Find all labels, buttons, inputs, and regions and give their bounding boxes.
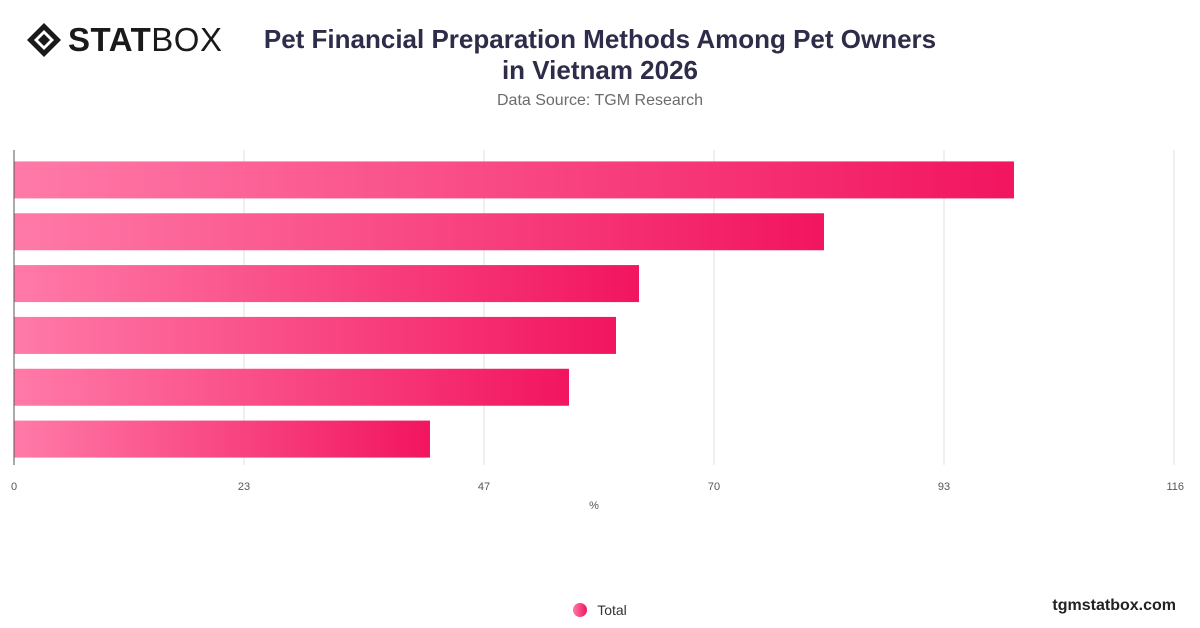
x-tick-label: 0 [11, 481, 17, 493]
bar-total-6[interactable] [14, 420, 430, 458]
x-tick-label: 23 [238, 481, 250, 493]
chart-title-line-2: in Vietnam 2026 [501, 55, 699, 85]
bar-total-1[interactable] [14, 161, 1014, 199]
chart-title: Pet Financial Preparation Methods Among … [240, 24, 960, 86]
footer-brand: tgmstatbox.com [1052, 597, 1176, 614]
bar-total-3[interactable] [14, 265, 639, 303]
x-tick-label: 93 [938, 481, 950, 493]
diamond-logo-icon [27, 23, 61, 57]
logo-word-light: BOX [151, 21, 223, 58]
legend-label-total: Total [597, 602, 627, 618]
logo-word-bold: STAT [68, 21, 152, 58]
x-axis-label: % [589, 500, 599, 512]
chart-subtitle: Data Source: TGM Research [496, 92, 703, 109]
x-tick-label: 116 [1166, 481, 1184, 493]
chart-title-line-1: Pet Financial Preparation Methods Among … [263, 24, 937, 54]
legend-swatch-total [573, 603, 588, 617]
bar-total-4[interactable] [14, 316, 616, 354]
chart-legend[interactable]: Total [0, 602, 1200, 618]
x-tick-label: 70 [708, 481, 720, 493]
logo-wordmark: STATBOX [68, 22, 222, 58]
statbox-logo: STATBOX [26, 22, 222, 58]
x-tick-label: 47 [478, 481, 490, 493]
bar-total-5[interactable] [14, 368, 569, 406]
bar-total-2[interactable] [14, 213, 824, 251]
